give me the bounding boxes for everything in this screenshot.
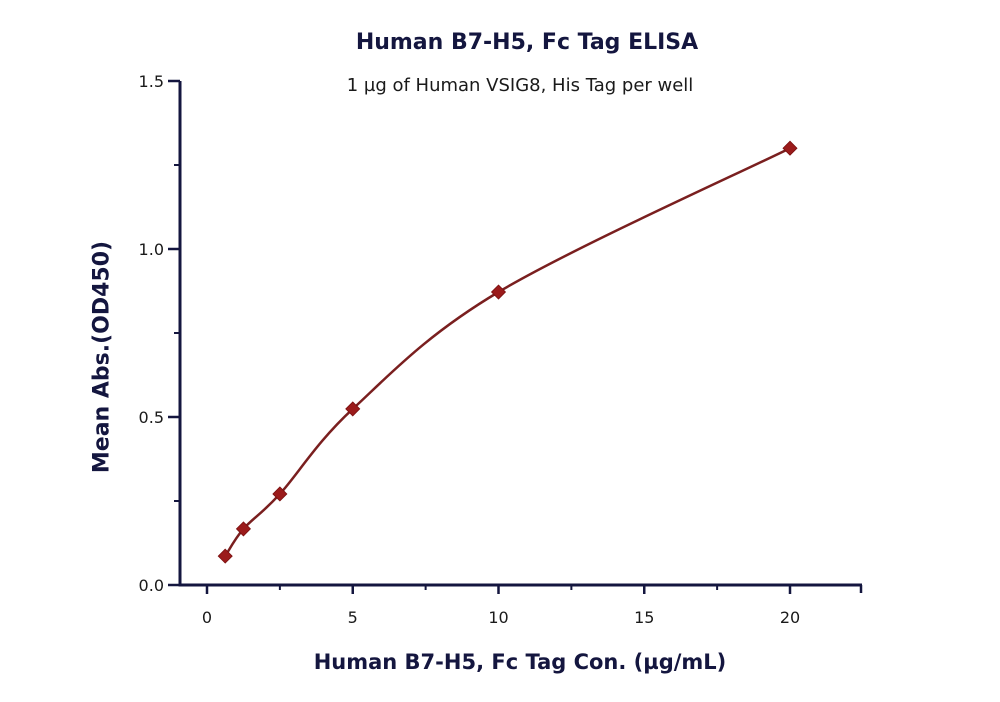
data-markers [217, 140, 798, 564]
axes: 0.0 0.5 1.0 1.5 0 5 10 15 20 [139, 72, 863, 627]
data-point-diamond [272, 486, 288, 502]
x-tick-label: 15 [634, 608, 654, 627]
fit-curve-path [224, 147, 791, 557]
data-point-diamond [490, 284, 507, 300]
x-tick-label: 20 [780, 608, 800, 627]
y-tick-label: 1.5 [139, 72, 164, 91]
fit-curve [224, 147, 791, 557]
x-tick-label: 10 [488, 608, 508, 627]
data-point-diamond [782, 140, 798, 156]
y-tick-label: 0.0 [139, 576, 164, 595]
chart-subtitle: 1 µg of Human VSIG8, His Tag per well [346, 75, 694, 96]
y-tick-label: 1.0 [139, 240, 164, 259]
data-point-diamond [217, 548, 233, 564]
data-point-diamond [235, 521, 252, 537]
y-tick-label: 0.5 [139, 408, 164, 427]
data-point-diamond [345, 401, 361, 417]
x-axis-label: Human B7-H5, Fc Tag Con. (µg/mL) [313, 650, 727, 674]
x-tick-label: 0 [202, 608, 212, 627]
chart-title: Human B7-H5, Fc Tag ELISA [355, 30, 699, 55]
x-tick-label: 5 [348, 608, 358, 627]
